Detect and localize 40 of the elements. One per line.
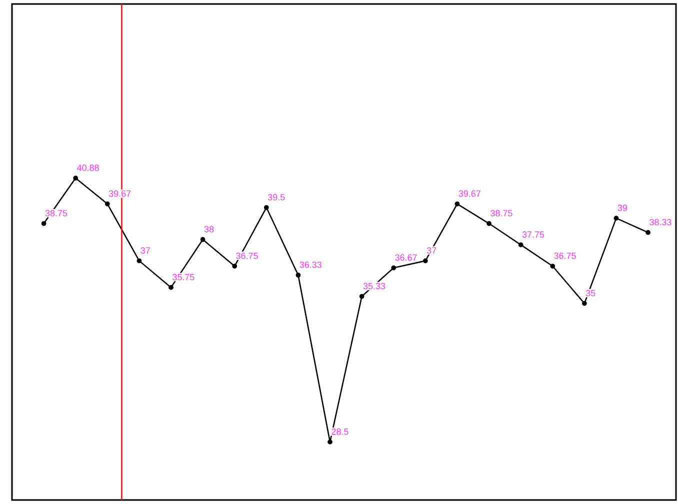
point (422, 258, 428, 264)
data-label: 28.5 (332, 428, 348, 435)
data-label: 38.75 (45, 210, 68, 216)
data-label: 38.75 (490, 210, 512, 216)
data-label: 39.5 (268, 194, 285, 200)
data-label: 35 (586, 290, 596, 296)
data-label: 36.67 (395, 254, 417, 261)
data-label: 36.33 (300, 262, 322, 268)
data-label: 36.75 (554, 252, 576, 259)
point (41, 221, 46, 226)
point (73, 176, 78, 181)
data-label: 37.75 (522, 231, 544, 238)
point (391, 265, 396, 270)
point (200, 237, 206, 242)
point (232, 264, 238, 269)
data-label: 38.33 (650, 218, 672, 226)
point (518, 242, 524, 248)
point (168, 285, 174, 290)
data-label: 39.67 (108, 190, 131, 197)
data-label: 37 (426, 247, 436, 254)
data-label: 39.67 (458, 190, 480, 197)
point (646, 230, 650, 235)
point (550, 264, 556, 269)
data-label: 38 (204, 226, 214, 232)
data-label: 35.75 (172, 274, 194, 280)
point (359, 294, 364, 299)
point (614, 216, 619, 221)
point (486, 221, 492, 226)
data-label: 35.33 (363, 282, 386, 290)
data-label: 37 (140, 247, 150, 254)
point (104, 201, 110, 206)
point (582, 300, 587, 306)
point (328, 440, 332, 444)
point (136, 258, 142, 264)
data-label: 40.88 (77, 164, 99, 171)
point (296, 272, 301, 278)
point (454, 201, 460, 206)
data-label: 36.75 (236, 252, 258, 259)
data-label: 39 (618, 204, 627, 212)
point (264, 205, 269, 210)
